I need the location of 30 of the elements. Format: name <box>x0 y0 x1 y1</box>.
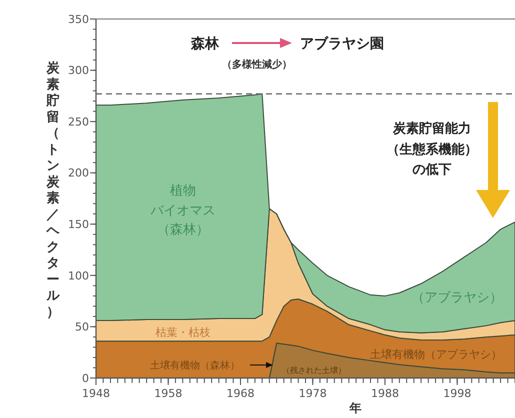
x-tick-label: 1998 <box>443 386 472 400</box>
annotation: 土壌有機物（アブラヤシ） <box>370 348 502 361</box>
annotation: の低下 <box>412 162 452 178</box>
annotation: バイオマス <box>150 204 216 219</box>
annotation: （残された土壌） <box>282 366 346 375</box>
x-axis-title: 年 <box>348 401 362 416</box>
y-tick-label: 250 <box>68 115 89 128</box>
annotation: 森林 <box>190 36 220 52</box>
annotation: （アブラヤシ） <box>412 290 502 306</box>
annotation: （生態系機能） <box>386 142 478 158</box>
x-tick-label: 1958 <box>154 386 182 400</box>
x-tick-label: 1988 <box>370 386 399 400</box>
x-tick-label: 1978 <box>298 386 327 400</box>
text: 炭素貯留（トン炭素／ヘクタール） <box>46 61 60 320</box>
y-tick-label: 150 <box>68 218 89 231</box>
y-tick-label: 300 <box>68 64 89 78</box>
x-tick-label: 1968 <box>226 386 254 400</box>
annotation: （多様性減少） <box>222 58 292 70</box>
annotation: 炭素貯留能力 <box>392 120 471 137</box>
y-tick-label: 100 <box>68 269 89 282</box>
y-tick-label: 0 <box>82 372 89 385</box>
x-tick-label: 1948 <box>82 386 110 400</box>
y-tick-label: 50 <box>75 320 89 334</box>
y-tick-label: 350 <box>68 12 89 26</box>
annotation: 植物 <box>170 184 196 199</box>
y-tick-label: 200 <box>68 166 89 180</box>
annotation: 土壌有機物（森林） <box>150 360 240 372</box>
annotation: アブラヤシ園 <box>300 34 384 52</box>
annotation: 枯葉・枯枝 <box>156 326 210 339</box>
annotation: （森林） <box>157 222 209 238</box>
